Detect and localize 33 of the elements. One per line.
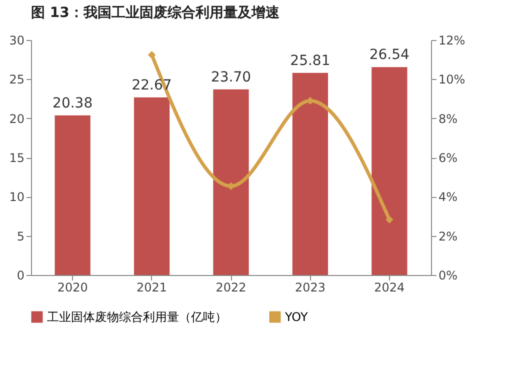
- point: [386, 216, 394, 224]
- legend-label: 工业固体废物综合利用量（亿吨）: [47, 310, 227, 324]
- x-tick-label: 2021: [136, 280, 168, 294]
- y2-tick-label: 2%: [438, 229, 458, 244]
- chart-title: 图 13：我国工业固废综合利用量及增速: [31, 4, 280, 21]
- x-tick-label: 2024: [374, 280, 405, 294]
- y-tick-label: 25: [9, 72, 24, 87]
- y-tick-label: 5: [16, 229, 24, 244]
- y-tick-label: 10: [9, 190, 24, 204]
- y-tick-label: 0: [16, 268, 24, 282]
- point: [148, 51, 156, 59]
- y2-tick-label: 10%: [438, 72, 466, 87]
- bar: [372, 67, 408, 275]
- data-label: 25.81: [290, 52, 330, 69]
- bar: [213, 89, 249, 275]
- x-tick-label: 2023: [294, 280, 326, 294]
- y2-tick-label: 8%: [438, 112, 458, 126]
- y-tick-label: 20: [9, 112, 24, 126]
- y2-tick-label: 0%: [438, 268, 458, 282]
- y2-tick-label: 6%: [438, 151, 458, 165]
- data-label: 23.70: [210, 69, 252, 86]
- data-label: 26.54: [369, 47, 410, 64]
- bar: [134, 97, 170, 275]
- y2-tick-label: 12%: [438, 34, 466, 48]
- bar: [54, 115, 90, 275]
- legend-label: YOY: [284, 310, 308, 324]
- bar: [292, 72, 328, 275]
- x-tick-label: 2022: [216, 280, 246, 294]
- x-tick-label: 2020: [57, 280, 88, 294]
- y2-tick-label: 4%: [438, 190, 458, 204]
- data-label: 20.38: [52, 95, 93, 112]
- y-tick-label: 15: [9, 151, 24, 165]
- y-tick-label: 30: [9, 34, 24, 48]
